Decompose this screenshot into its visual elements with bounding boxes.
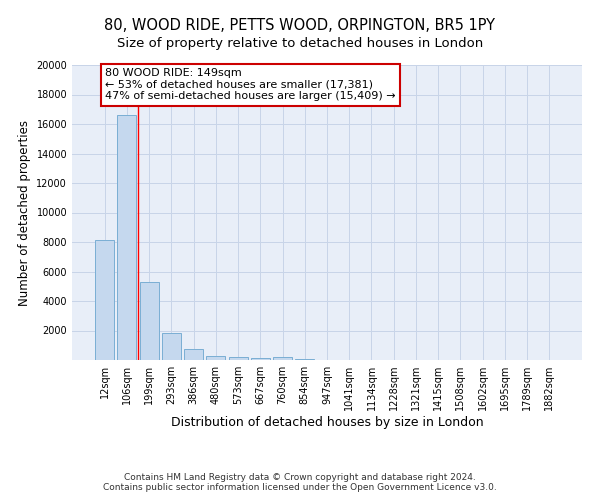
Text: 80 WOOD RIDE: 149sqm
← 53% of detached houses are smaller (17,381)
47% of semi-d: 80 WOOD RIDE: 149sqm ← 53% of detached h…	[105, 68, 396, 101]
Bar	[184, 349, 203, 360]
Bar	[273, 357, 292, 360]
Bar	[118, 115, 136, 360]
Bar	[229, 357, 248, 360]
Text: Contains HM Land Registry data © Crown copyright and database right 2024.
Contai: Contains HM Land Registry data © Crown c…	[103, 473, 497, 492]
Bar	[251, 358, 270, 360]
Bar	[162, 334, 181, 360]
Bar	[95, 240, 114, 360]
Y-axis label: Number of detached properties: Number of detached properties	[18, 120, 31, 306]
Bar	[206, 356, 225, 360]
Text: 80, WOOD RIDE, PETTS WOOD, ORPINGTON, BR5 1PY: 80, WOOD RIDE, PETTS WOOD, ORPINGTON, BR…	[104, 18, 496, 32]
Bar	[140, 282, 158, 360]
X-axis label: Distribution of detached houses by size in London: Distribution of detached houses by size …	[170, 416, 484, 429]
Text: Size of property relative to detached houses in London: Size of property relative to detached ho…	[117, 38, 483, 51]
